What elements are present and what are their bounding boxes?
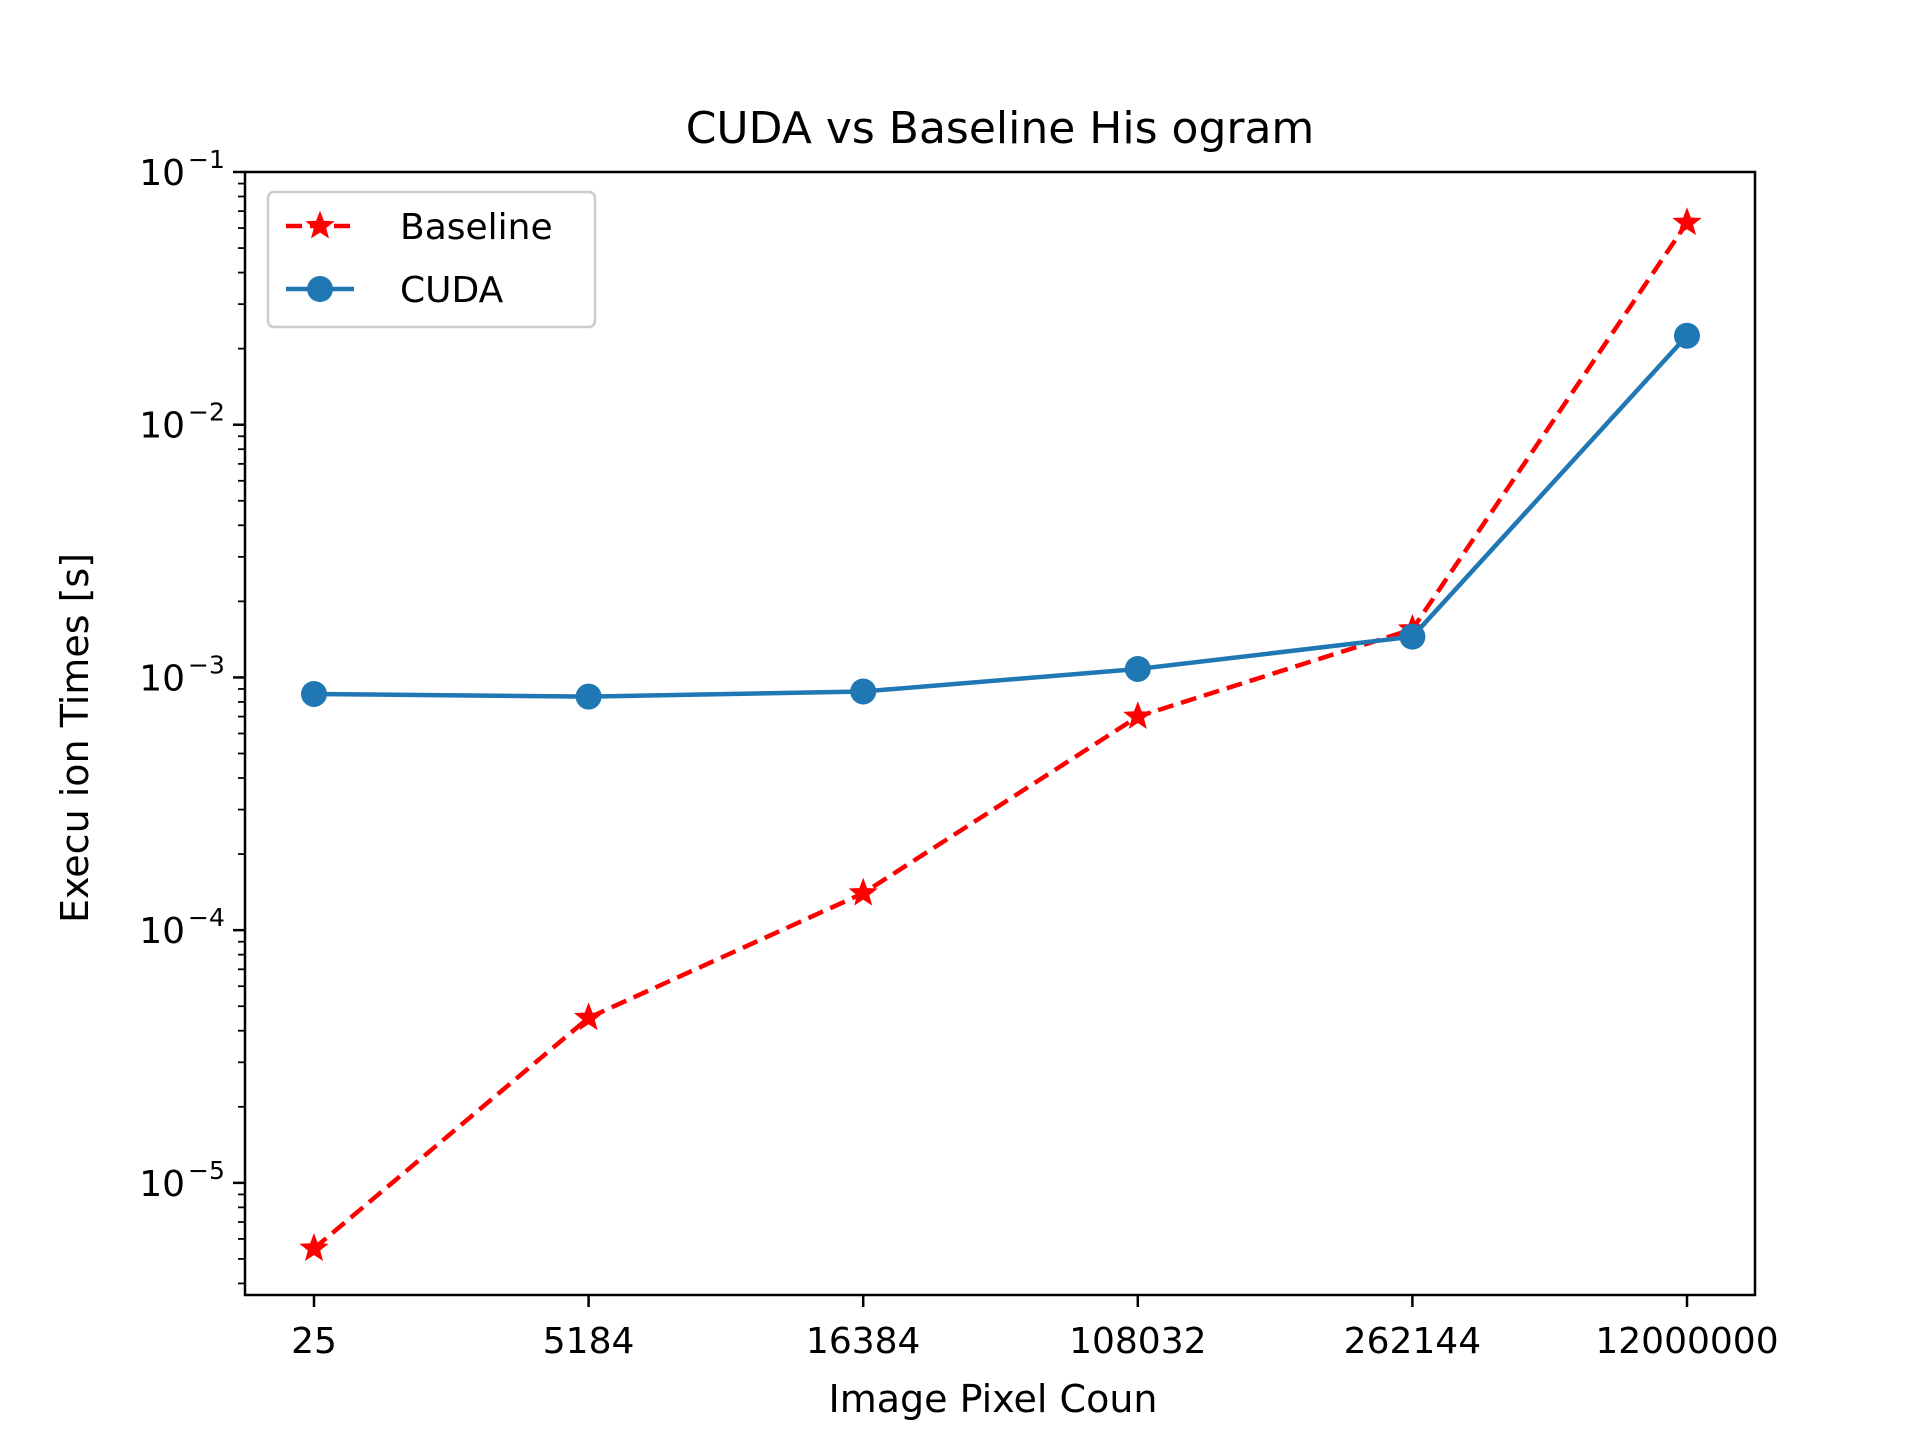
y-tick-exponent: −2 [188, 398, 225, 427]
y-tick-label: 10 [139, 1164, 185, 1205]
data-point-baseline [573, 1002, 604, 1031]
y-tick-label: 10 [139, 911, 185, 952]
y-tick-label: 10 [139, 658, 185, 699]
data-point-baseline [848, 877, 878, 906]
x-tick-label: 108032 [1069, 1321, 1206, 1362]
x-axis-label: Image Pixel Coun [828, 1377, 1157, 1421]
data-point-cuda [1124, 655, 1151, 682]
x-tick-label: 5184 [543, 1321, 635, 1362]
x-tick-label: 12000000 [1595, 1321, 1778, 1362]
series-line-baseline [312, 221, 1689, 1251]
x-tick-label: 262144 [1344, 1321, 1481, 1362]
y-tick-exponent: −5 [188, 1156, 225, 1185]
data-point-cuda [850, 678, 877, 705]
legend-marker-cuda [307, 276, 333, 302]
y-tick-exponent: −1 [188, 145, 225, 174]
data-point-baseline [299, 1233, 329, 1261]
data-point-baseline [1672, 207, 1702, 236]
series-line-cuda [313, 334, 1689, 699]
chart-title: CUDA vs Baseline His ogram [686, 103, 1315, 154]
y-tick-exponent: −4 [188, 903, 225, 932]
legend-label-baseline: Baseline [400, 207, 553, 248]
data-point-baseline [1123, 701, 1153, 730]
legend-marker-baseline [305, 210, 335, 239]
data-point-cuda [1399, 623, 1426, 650]
y-tick-label: 10 [139, 406, 185, 447]
data-point-cuda [1674, 322, 1700, 349]
legend: Baseline CUDA [266, 190, 597, 329]
y-axis-label: Execu ion Times [s] [53, 553, 97, 923]
y-tick-exponent: −3 [188, 650, 225, 679]
legend-label-cuda: CUDA [400, 270, 504, 311]
x-tick-label: 25 [291, 1321, 337, 1362]
data-point-cuda [301, 680, 327, 707]
x-tick-label: 16384 [806, 1321, 921, 1362]
y-tick-label: 10 [139, 153, 185, 194]
data-point-cuda [575, 683, 602, 710]
